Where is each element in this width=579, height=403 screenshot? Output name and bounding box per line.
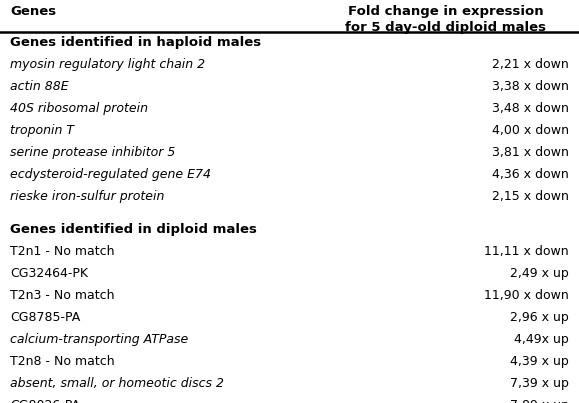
Text: T2n3 - No match: T2n3 - No match: [10, 289, 115, 302]
Text: 2,21 x down: 2,21 x down: [492, 58, 569, 71]
Text: 2,15 x down: 2,15 x down: [492, 190, 569, 203]
Text: calcium-transporting ATPase: calcium-transporting ATPase: [10, 333, 189, 346]
Text: Genes identified in diploid males: Genes identified in diploid males: [10, 223, 257, 236]
Text: 11,11 x down: 11,11 x down: [484, 245, 569, 258]
Text: 40S ribosomal protein: 40S ribosomal protein: [10, 102, 148, 115]
Text: T2n1 - No match: T2n1 - No match: [10, 245, 115, 258]
Text: 11,90 x down: 11,90 x down: [484, 289, 569, 302]
Text: 4,49x up: 4,49x up: [514, 333, 569, 346]
Text: 4,36 x down: 4,36 x down: [492, 168, 569, 181]
Text: 4,00 x down: 4,00 x down: [492, 124, 569, 137]
Text: 2,96 x up: 2,96 x up: [510, 311, 569, 324]
Text: 3,38 x down: 3,38 x down: [492, 80, 569, 93]
Text: 2,49 x up: 2,49 x up: [510, 267, 569, 280]
Text: CG8785-PA: CG8785-PA: [10, 311, 80, 324]
Text: rieske iron-sulfur protein: rieske iron-sulfur protein: [10, 190, 165, 203]
Text: 4,39 x up: 4,39 x up: [510, 355, 569, 368]
Text: 3,81 x down: 3,81 x down: [492, 146, 569, 159]
Text: Genes: Genes: [10, 5, 57, 18]
Text: CG8026-PA: CG8026-PA: [10, 399, 80, 403]
Text: CG32464-PK: CG32464-PK: [10, 267, 89, 280]
Text: 7,39 x up: 7,39 x up: [510, 377, 569, 390]
Text: Genes identified in haploid males: Genes identified in haploid males: [10, 36, 262, 49]
Text: ecdysteroid-regulated gene E74: ecdysteroid-regulated gene E74: [10, 168, 211, 181]
Text: 3,48 x down: 3,48 x down: [492, 102, 569, 115]
Text: troponin T: troponin T: [10, 124, 75, 137]
Text: absent, small, or homeotic discs 2: absent, small, or homeotic discs 2: [10, 377, 225, 390]
Text: T2n8 - No match: T2n8 - No match: [10, 355, 115, 368]
Text: myosin regulatory light chain 2: myosin regulatory light chain 2: [10, 58, 206, 71]
Text: actin 88E: actin 88E: [10, 80, 69, 93]
Text: 7,89 x up: 7,89 x up: [510, 399, 569, 403]
Text: serine protease inhibitor 5: serine protease inhibitor 5: [10, 146, 176, 159]
Text: Fold change in expression
for 5 day-old diploid males: Fold change in expression for 5 day-old …: [345, 5, 547, 35]
